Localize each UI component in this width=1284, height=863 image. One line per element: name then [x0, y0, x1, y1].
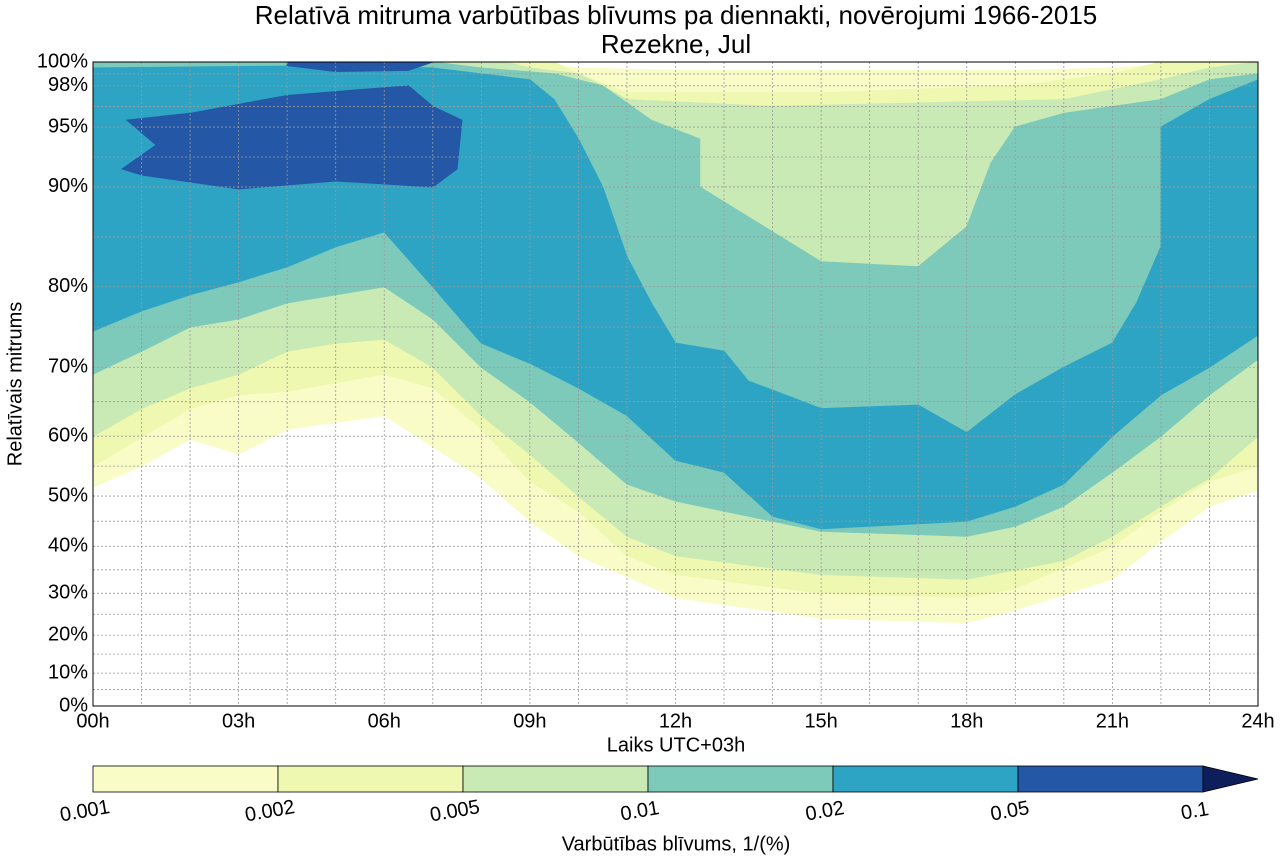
y-tick-label: 50% [48, 484, 88, 506]
colorbar-tick-label: 0.001 [58, 796, 111, 826]
x-tick-label: 06h [368, 710, 401, 732]
y-tick-label: 30% [48, 582, 88, 604]
colorbar-swatch [462, 765, 649, 793]
plot-frame [92, 61, 1259, 707]
y-axis-label: Relatīvais mitrums [4, 302, 26, 466]
axes: 00h 03h 06h 09h 12h 15h 18h 21h 24h 0% 10% 20% 30% 40… [37, 50, 1275, 826]
y-tick-label: 40% [48, 535, 88, 557]
y-tick-label: 0% [59, 694, 88, 716]
colorbar-tick-label: 0.05 [989, 797, 1031, 825]
chart-title: Relatīvā mitruma varbūtības blīvums pa d… [255, 0, 1098, 30]
y-tick-label: 60% [48, 424, 88, 446]
x-tick-label: 09h [513, 710, 546, 732]
colorbar-swatch [92, 765, 279, 793]
x-tick-label: 18h [950, 710, 983, 732]
x-axis-label: Laiks UTC+03h [607, 734, 745, 756]
y-tick-label: 70% [48, 356, 88, 378]
chart-subtitle: Rezekne, Jul [601, 29, 751, 59]
colorbar-swatch [1017, 765, 1204, 793]
y-tick-label: 10% [48, 661, 88, 683]
contour-band [121, 85, 463, 190]
colorbar-tick-label: 0.002 [243, 796, 296, 826]
y-tick-label: 95% [48, 115, 88, 137]
x-tick-label: 00h [76, 710, 109, 732]
y-tick-label: 98% [48, 74, 88, 96]
y-tick-label: 100% [37, 50, 88, 72]
x-tick-label: 24h [1241, 710, 1274, 732]
x-tick-label: 15h [804, 710, 837, 732]
colorbar-tick-label: 0.005 [428, 796, 481, 826]
y-tick-label: 20% [48, 623, 88, 645]
y-tick-label: 90% [48, 175, 88, 197]
colorbar-tick-label: 0.02 [804, 797, 846, 825]
contour-band [286, 62, 433, 73]
colorbar-swatch [832, 765, 1019, 793]
colorbar-tick-label: 0.01 [619, 797, 661, 825]
colorbar-swatch [647, 765, 834, 793]
colorbar-extend [1202, 765, 1259, 793]
x-tick-label: 03h [222, 710, 255, 732]
colorbar-label: Varbūtības blīvums, 1/(%) [562, 833, 791, 855]
y-tick-label: 80% [48, 275, 88, 297]
x-tick-label: 21h [1096, 710, 1129, 732]
colorbar-tick-label: 0.1 [1179, 798, 1210, 824]
colorbar-swatch [277, 765, 464, 793]
x-tick-label: 12h [659, 710, 692, 732]
